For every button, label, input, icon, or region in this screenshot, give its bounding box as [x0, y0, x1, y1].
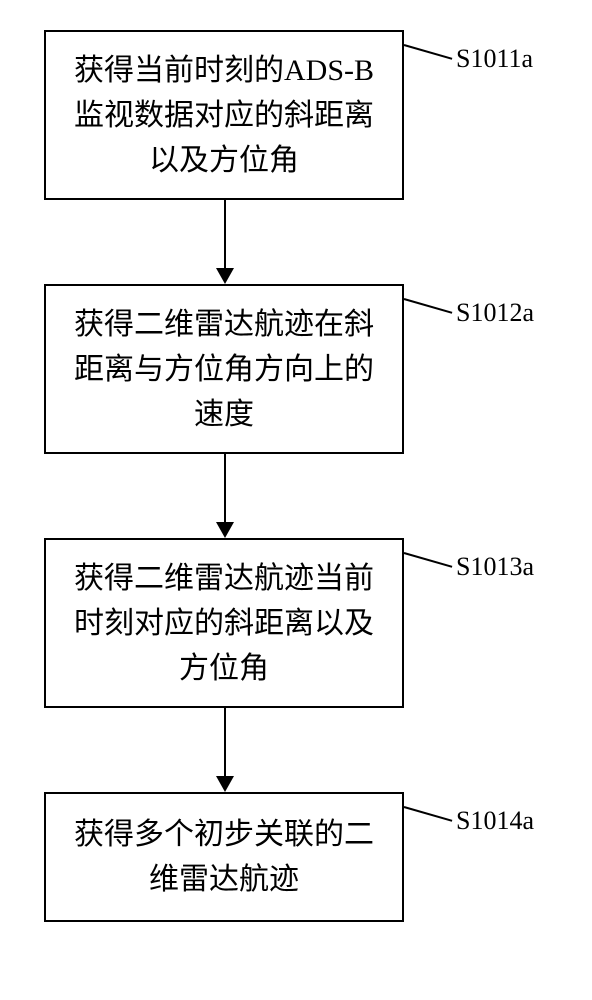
flow-node-label: S1013a [456, 552, 534, 582]
label-connector [404, 806, 453, 822]
flow-arrow [224, 454, 226, 538]
label-connector [404, 298, 453, 314]
flow-node-s1012a: 获得二维雷达航迹在斜距离与方位角方向上的速度 [44, 284, 404, 454]
flow-node-text: 获得多个初步关联的二维雷达航迹 [64, 812, 384, 902]
flow-node-label: S1011a [456, 44, 533, 74]
flowchart-canvas: 获得当前时刻的ADS-B监视数据对应的斜距离以及方位角 S1011a 获得二维雷… [0, 0, 592, 1000]
flow-arrow [224, 708, 226, 792]
flow-node-s1011a: 获得当前时刻的ADS-B监视数据对应的斜距离以及方位角 [44, 30, 404, 200]
label-connector [404, 552, 453, 568]
flow-node-label: S1014a [456, 806, 534, 836]
flow-arrow [224, 200, 226, 284]
flow-node-s1014a: 获得多个初步关联的二维雷达航迹 [44, 792, 404, 922]
flow-node-s1013a: 获得二维雷达航迹当前时刻对应的斜距离以及方位角 [44, 538, 404, 708]
flow-node-text: 获得二维雷达航迹在斜距离与方位角方向上的速度 [64, 302, 384, 437]
flow-node-text: 获得当前时刻的ADS-B监视数据对应的斜距离以及方位角 [64, 48, 384, 183]
flow-node-text: 获得二维雷达航迹当前时刻对应的斜距离以及方位角 [64, 556, 384, 691]
flow-node-label: S1012a [456, 298, 534, 328]
label-connector [404, 44, 453, 60]
